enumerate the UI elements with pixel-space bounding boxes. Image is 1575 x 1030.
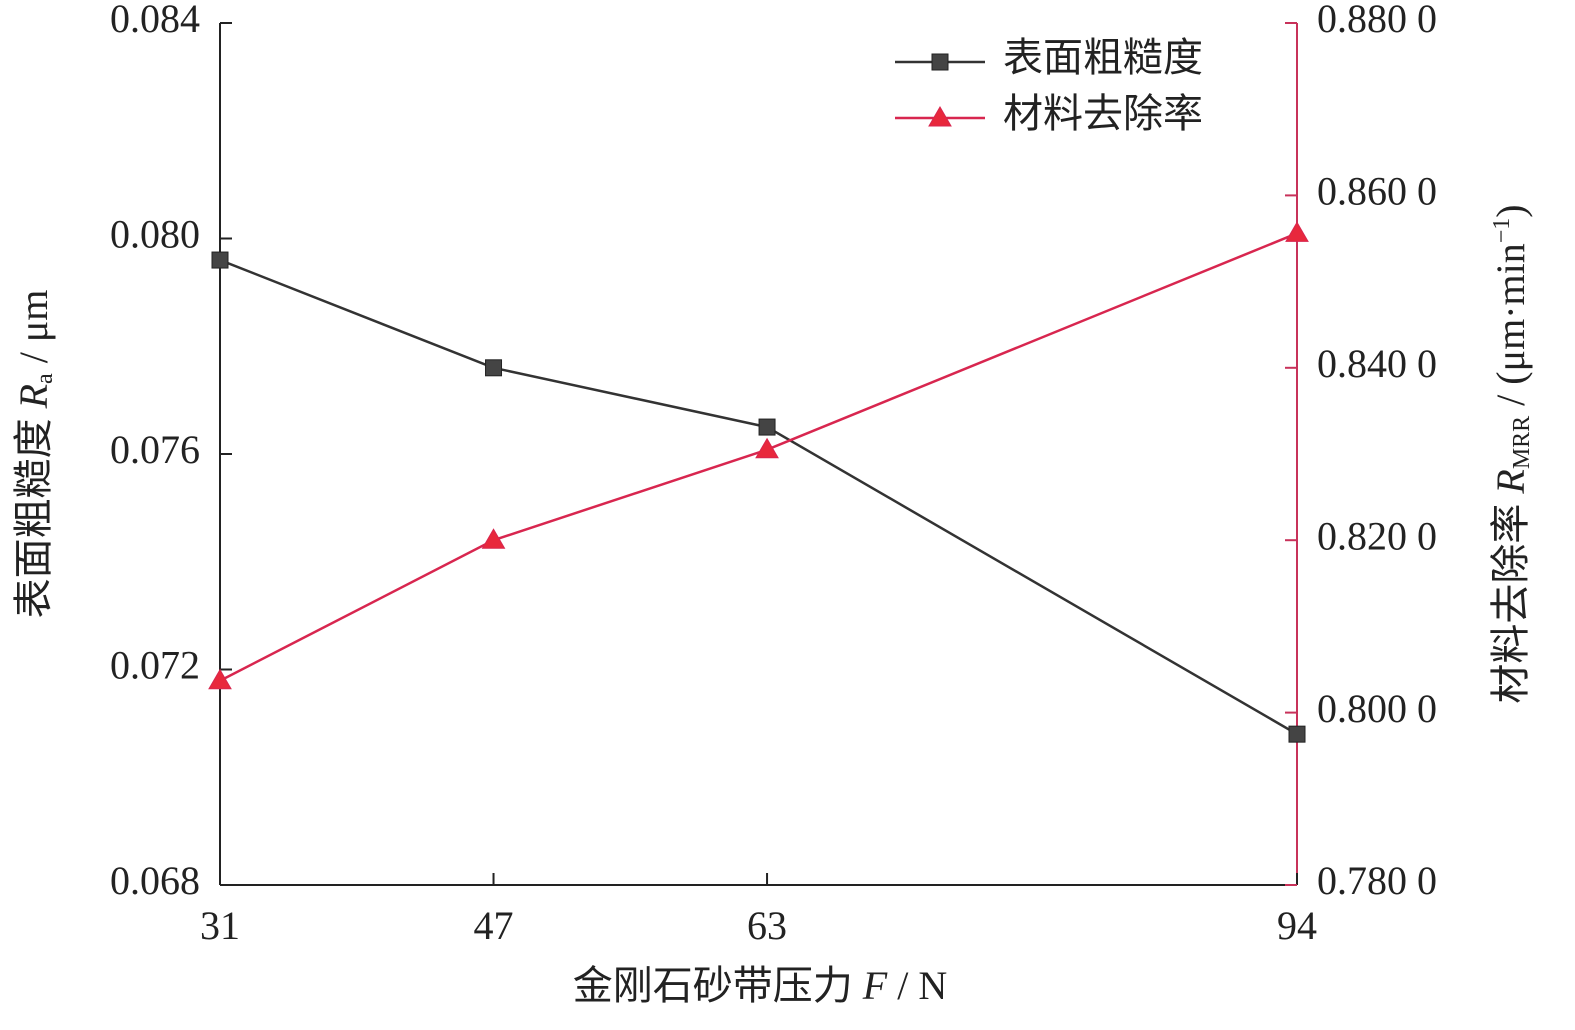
marker (208, 668, 232, 690)
legend-label: 材料去除率 (1003, 91, 1203, 136)
y2-tick-label: 0.880 0 (1317, 0, 1437, 41)
y-axis-label: 表面粗糙度 Ra / μm (11, 290, 57, 619)
y-tick-label: 0.080 (110, 212, 200, 257)
y2-tick-label: 0.820 0 (1317, 513, 1437, 558)
y-tick-label: 0.084 (110, 0, 200, 41)
y2-tick-label: 0.800 0 (1317, 686, 1437, 731)
x-tick-label: 31 (200, 903, 240, 948)
series-line (219, 258, 1298, 736)
marker (931, 53, 949, 71)
x-axis-label: 金刚石砂带压力 F / N (573, 963, 947, 1008)
marker (755, 437, 779, 459)
y-tick-label: 0.072 (110, 643, 200, 688)
marker (485, 359, 503, 377)
marker (928, 106, 952, 127)
y2-tick-label: 0.860 0 (1317, 169, 1437, 214)
x-tick-label: 47 (474, 903, 514, 948)
y2-tick-label: 0.780 0 (1317, 858, 1437, 903)
x-tick-label: 63 (747, 903, 787, 948)
marker (1288, 725, 1306, 743)
marker (1285, 221, 1309, 242)
y-tick-label: 0.076 (110, 427, 200, 472)
y-tick-label: 0.068 (110, 858, 200, 903)
legend-label: 表面粗糙度 (1003, 35, 1203, 80)
marker (758, 418, 776, 436)
marker (481, 528, 506, 549)
y2-tick-label: 0.840 0 (1317, 341, 1437, 386)
x-tick-label: 94 (1277, 903, 1317, 948)
series-line (219, 232, 1298, 682)
y2-axis-label: 材料去除率 RMRR / (μm·min−1) (1488, 204, 1534, 703)
marker (211, 251, 229, 269)
